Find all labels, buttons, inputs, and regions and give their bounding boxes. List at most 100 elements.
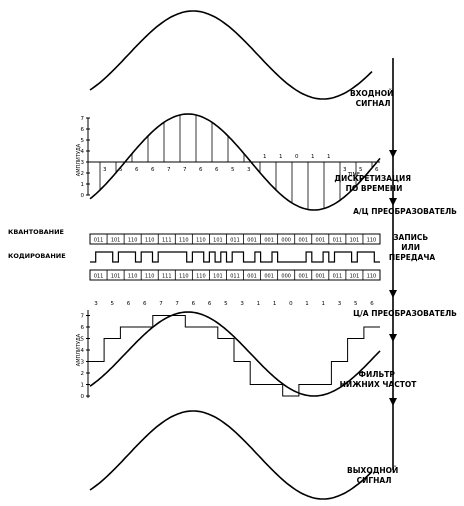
- sampling-amplitude-axis: 0 1 2 3 4 5 6 7: [81, 116, 90, 199]
- flow-arrowheads: [389, 150, 397, 406]
- time-axis-label: TIME: [347, 172, 360, 178]
- sampled-signal-wave: [89, 113, 381, 211]
- binary-code: 000: [281, 238, 291, 244]
- binary-code: 011: [230, 238, 240, 244]
- reconstruction-sample-label: 1: [273, 301, 277, 307]
- binary-code: 101: [350, 274, 360, 280]
- binary-code: 110: [128, 238, 138, 244]
- encoded-codes: 011 101 110 110 111 110 110 101 011 001 001 000 001 0…: [94, 270, 376, 280]
- adc-label: А/Ц ПРЕОБРАЗОВАТЕЛЬ: [353, 207, 457, 216]
- reconstruction-sample-label: 6: [127, 301, 131, 307]
- reconstruction-sample-label: 6: [208, 301, 212, 307]
- sampling-y-tick-label: 6: [81, 127, 85, 133]
- binary-code: 001: [264, 238, 274, 244]
- binary-code: 110: [145, 238, 155, 244]
- reconstruction-sample-label: 3: [240, 301, 244, 307]
- reconstruction-y-tick-label: 2: [81, 371, 85, 377]
- binary-code: 011: [94, 274, 104, 280]
- filtered-signal-wave: [89, 311, 381, 397]
- sample-value-labels: 3 5 6 6 7 7 6 6 5 3 1 1 0 1 1 3 5 6: [103, 154, 379, 173]
- sampling-y-tick-label: 7: [81, 116, 85, 122]
- binary-code: 001: [264, 274, 274, 280]
- reconstruction-amplitude-axis: 0 1 2 3 4 5 6 7: [81, 310, 90, 400]
- storage-label: ЗАПИСЬ ИЛИ ПЕРЕДАЧА: [389, 233, 436, 262]
- sampling-y-tick-label: 0: [81, 193, 85, 199]
- input-signal-wave: [89, 10, 373, 100]
- reconstruction-sample-label: 1: [305, 301, 309, 307]
- sampling-y-tick-label: 5: [81, 138, 85, 144]
- sample-value-label: 1: [327, 154, 331, 160]
- binary-code: 001: [316, 238, 326, 244]
- quantization-code-strip: [89, 233, 381, 245]
- binary-code: 110: [179, 238, 189, 244]
- binary-code: 111: [162, 274, 172, 280]
- reconstruction-sample-label: 1: [257, 301, 261, 307]
- sample-value-label: 6: [151, 167, 155, 173]
- reconstruction-sample-label: 5: [354, 301, 358, 307]
- reconstruction-y-tick-label: 1: [81, 383, 85, 389]
- sample-value-label: 3: [343, 167, 347, 173]
- sample-value-label: 6: [135, 167, 139, 173]
- sample-value-label: 3: [103, 167, 107, 173]
- sampling-y-tick-label: 2: [81, 171, 85, 177]
- sampling-y-tick-label: 1: [81, 182, 85, 188]
- reconstruction-y-tick-label: 3: [81, 360, 85, 366]
- sampling-y-tick-label: 3: [81, 160, 85, 166]
- reconstruction-y-tick-label: 0: [81, 394, 85, 400]
- binary-code: 110: [128, 274, 138, 280]
- encoded-code-strip: [89, 269, 381, 281]
- lowpass-label: ФИЛЬТР НИЖНИХ ЧАСТОТ: [340, 370, 418, 389]
- reconstruction-sample-label: 6: [370, 301, 374, 307]
- binary-code: 101: [111, 274, 121, 280]
- sampling-label: ДИСКРЕТИЗАЦИЯ ПО ВРЕМЕНИ: [334, 174, 413, 193]
- quantization-codes: 011 101 110 110 111 110 110 101 011 001 001 000 001 0…: [94, 234, 376, 244]
- sampling-plot: 0 1 2 3 4 5 6 7 АМПЛИТУДА 3 5 6 6 7 7 6 6 5 3 1 1 0 1 1 3 5 6 TI…: [76, 113, 381, 211]
- binary-code: 110: [179, 274, 189, 280]
- reconstruction-sample-label: 6: [143, 301, 147, 307]
- binary-code: 011: [333, 238, 343, 244]
- dac-label: Ц/А ПРЕОБРАЗОВАТЕЛЬ: [353, 309, 457, 318]
- binary-code: 110: [367, 238, 377, 244]
- sample-value-label: 7: [167, 167, 171, 173]
- binary-code: 110: [145, 274, 155, 280]
- sample-value-label: 6: [199, 167, 203, 173]
- reconstruction-sample-labels: 3 5 6 6 7 7 6 6 5 3 1 1 0 1 1 3 5 6: [94, 301, 374, 307]
- output-signal-wave: [89, 410, 373, 500]
- sample-value-label: 6: [215, 167, 219, 173]
- sample-value-label: 7: [183, 167, 187, 173]
- staircase-signal: [90, 315, 380, 397]
- quantization-label: КВАНТОВАНИЕ: [8, 228, 64, 236]
- sampling-amplitude-label: АМПЛИТУДА: [76, 143, 82, 176]
- binary-code: 011: [94, 238, 104, 244]
- reconstruction-sample-label: 7: [175, 301, 179, 307]
- binary-code: 011: [230, 274, 240, 280]
- reconstruction-y-tick-label: 7: [81, 314, 85, 320]
- sample-value-label: 5: [119, 167, 123, 173]
- sample-value-label: 5: [359, 167, 363, 173]
- reconstruction-sample-label: 3: [338, 301, 342, 307]
- encoding-label: КОДИРОВАНИЕ: [8, 252, 66, 260]
- sample-value-label: 1: [263, 154, 267, 160]
- binary-code: 001: [298, 274, 308, 280]
- binary-code: 110: [196, 274, 206, 280]
- reconstruction-y-tick-label: 4: [81, 348, 85, 354]
- binary-code: 001: [298, 238, 308, 244]
- binary-code: 101: [350, 238, 360, 244]
- reconstruction-y-tick-label: 5: [81, 337, 85, 343]
- sample-value-label: 0: [295, 154, 299, 160]
- binary-code: 110: [367, 274, 377, 280]
- sample-stems: [99, 114, 373, 210]
- sampling-y-tick-label: 4: [81, 149, 85, 155]
- reconstruction-sample-label: 6: [192, 301, 196, 307]
- binary-code: 001: [247, 274, 257, 280]
- binary-code: 001: [247, 238, 257, 244]
- sample-value-label: 1: [279, 154, 283, 160]
- binary-code: 001: [316, 274, 326, 280]
- reconstruction-sample-label: 7: [159, 301, 163, 307]
- reconstruction-plot: 0 1 2 3 4 5 6 7 АМПЛИТУДА: [76, 310, 381, 400]
- binary-code: 101: [111, 238, 121, 244]
- binary-code: 101: [213, 274, 223, 280]
- binary-code: 101: [213, 238, 223, 244]
- output-signal-label: ВЫХОДНОЙ СИГНАЛ: [347, 466, 401, 485]
